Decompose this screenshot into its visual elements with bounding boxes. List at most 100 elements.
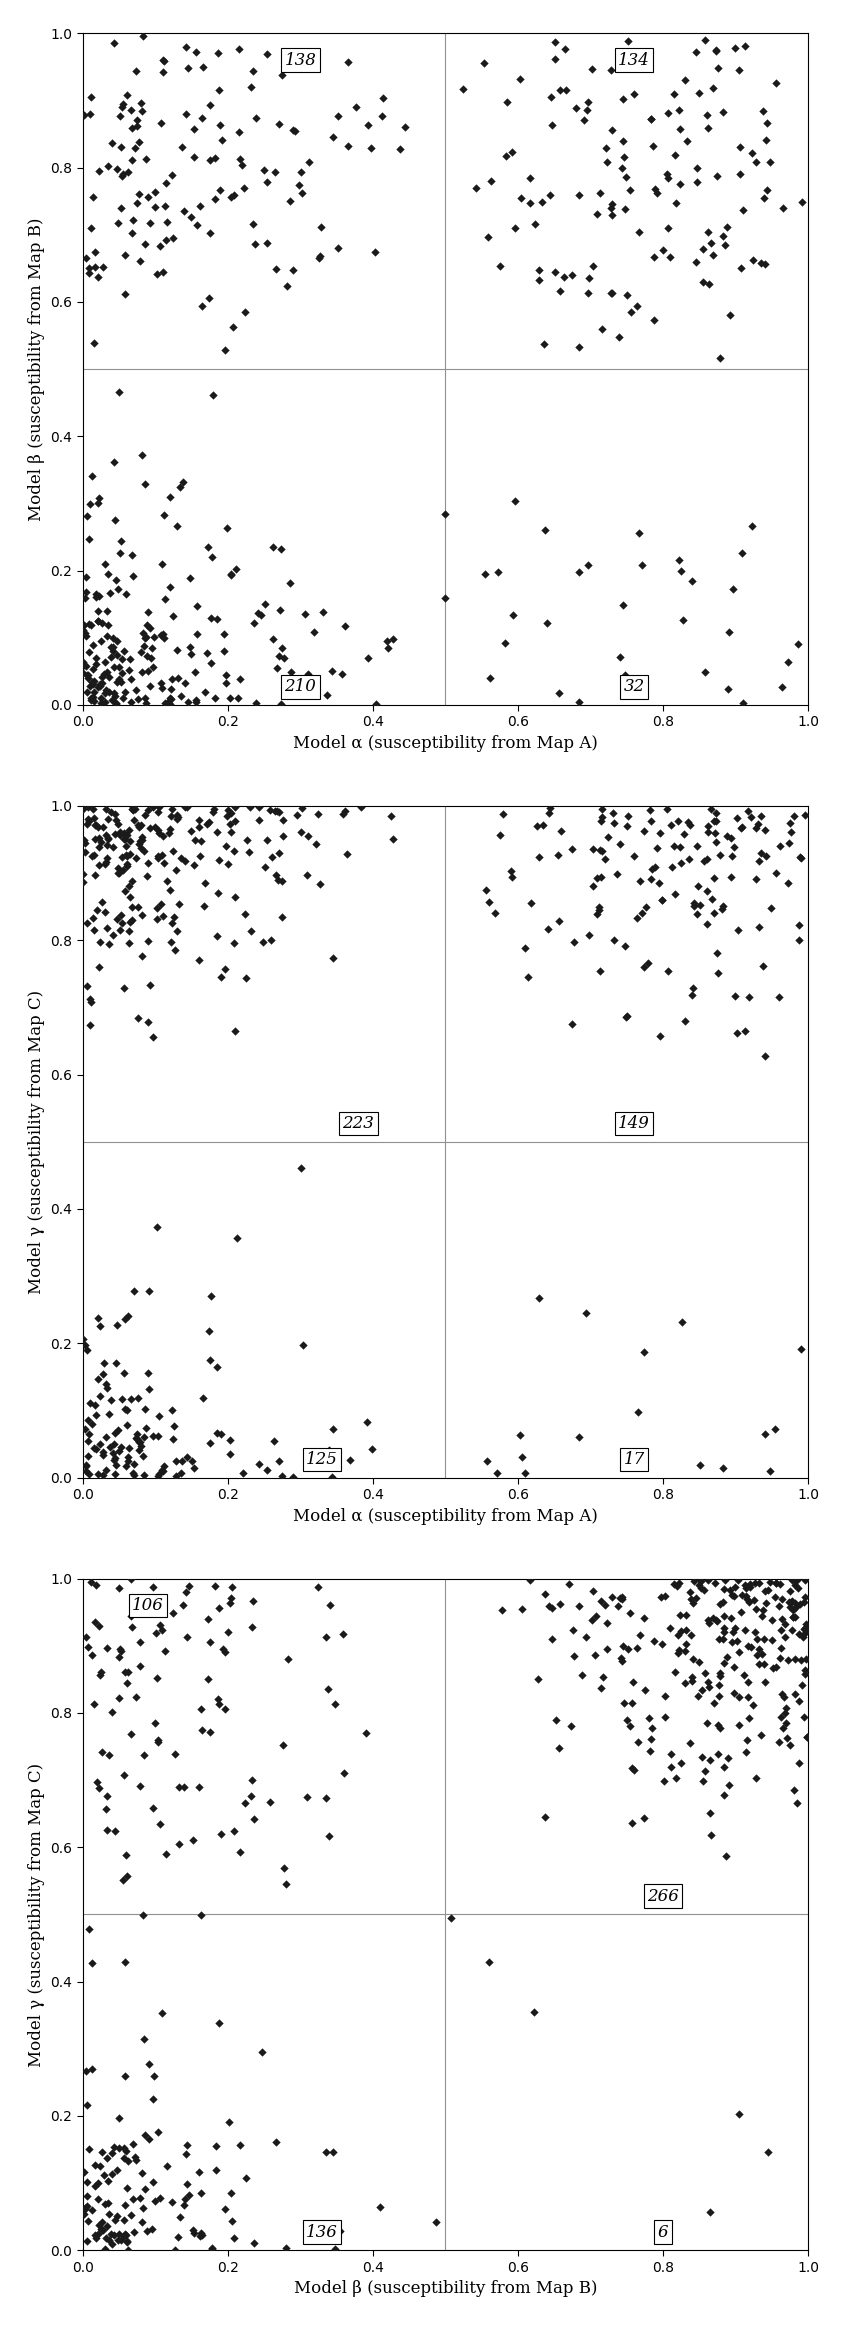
Point xyxy=(195,1897,208,1934)
Point xyxy=(130,107,144,144)
Point xyxy=(126,2181,140,2218)
Point xyxy=(154,886,168,923)
Point xyxy=(393,130,407,167)
Point xyxy=(178,2181,191,2218)
Point xyxy=(632,1723,645,1760)
Point xyxy=(642,944,656,981)
Point xyxy=(81,656,95,693)
Point xyxy=(175,1442,189,1479)
Point xyxy=(141,2046,155,2083)
Point xyxy=(143,205,157,242)
Point xyxy=(155,546,169,584)
Point xyxy=(91,602,104,639)
Point xyxy=(799,797,812,835)
Point xyxy=(210,1414,224,1451)
Point xyxy=(110,1307,124,1344)
Point xyxy=(776,667,789,704)
Point xyxy=(654,1579,667,1616)
Point xyxy=(625,1751,639,1788)
Point xyxy=(80,498,94,535)
Point xyxy=(130,839,143,877)
Point xyxy=(152,1723,165,1760)
Point xyxy=(141,637,154,674)
Point xyxy=(89,639,102,677)
Point xyxy=(179,28,192,65)
Point xyxy=(769,1565,783,1602)
Point xyxy=(211,874,224,911)
Point xyxy=(734,809,748,846)
Point xyxy=(92,2206,106,2244)
Point xyxy=(223,804,236,842)
Point xyxy=(695,1739,709,1776)
Point xyxy=(745,507,759,544)
Point xyxy=(106,916,119,953)
Point xyxy=(98,2230,112,2267)
Point xyxy=(86,651,100,688)
Point xyxy=(118,2130,131,2167)
Point xyxy=(87,1430,101,1467)
Point xyxy=(656,881,669,918)
Point xyxy=(719,1837,733,1874)
Point xyxy=(313,239,326,277)
Point xyxy=(252,802,266,839)
Point xyxy=(611,1588,624,1625)
Point xyxy=(615,1641,628,1679)
Point xyxy=(205,2230,219,2267)
Point xyxy=(617,123,630,160)
Point xyxy=(666,849,679,886)
Point xyxy=(79,239,92,277)
Point xyxy=(136,614,149,651)
Point xyxy=(692,74,706,112)
Point xyxy=(637,1332,650,1369)
Point xyxy=(632,514,645,551)
Point xyxy=(78,2190,91,2227)
Point xyxy=(687,970,700,1007)
Point xyxy=(678,1002,692,1039)
Point xyxy=(188,846,202,884)
Point xyxy=(170,507,184,544)
Point xyxy=(797,1583,811,1621)
Point xyxy=(329,1686,342,1723)
Point xyxy=(757,1621,771,1658)
Point xyxy=(794,1330,808,1367)
Point xyxy=(108,2127,121,2165)
Point xyxy=(102,2162,115,2199)
Point xyxy=(91,2181,105,2218)
Point xyxy=(146,1018,159,1056)
Point xyxy=(721,1637,734,1674)
Point xyxy=(135,632,148,670)
Point xyxy=(224,556,238,593)
Point xyxy=(88,1604,102,1641)
Point xyxy=(620,997,634,1035)
Point xyxy=(630,900,644,937)
Point xyxy=(593,832,606,870)
Point xyxy=(99,1365,113,1402)
Point xyxy=(120,1858,134,1895)
Point xyxy=(79,825,92,863)
Point xyxy=(89,579,102,616)
Point xyxy=(112,849,125,886)
Point xyxy=(187,2216,201,2253)
Point xyxy=(105,637,119,674)
Point xyxy=(119,2216,132,2253)
Point xyxy=(731,911,745,949)
Point xyxy=(81,660,95,698)
Point xyxy=(674,1611,688,1648)
Point xyxy=(759,121,772,158)
Point xyxy=(111,853,125,890)
Point xyxy=(86,663,99,700)
Point xyxy=(554,814,567,851)
Point xyxy=(507,481,521,518)
Point xyxy=(269,251,283,288)
Point xyxy=(101,607,114,644)
Point xyxy=(163,679,177,716)
Point xyxy=(84,486,97,523)
Point xyxy=(223,1435,236,1472)
Point xyxy=(313,237,326,274)
Point xyxy=(92,1607,106,1644)
Point xyxy=(154,665,168,702)
Point xyxy=(141,844,154,881)
Point xyxy=(690,163,704,200)
Point xyxy=(673,109,687,146)
Point xyxy=(141,653,154,691)
